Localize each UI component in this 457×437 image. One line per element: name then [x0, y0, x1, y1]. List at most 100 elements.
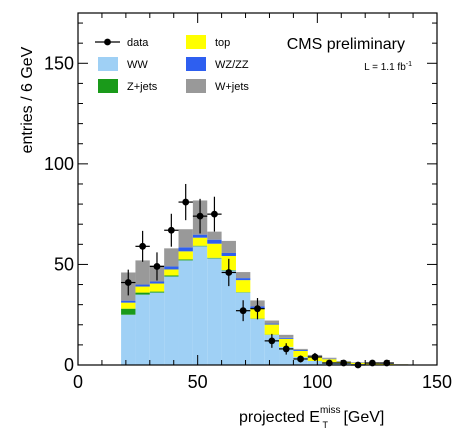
bar-w-jets: [178, 229, 193, 248]
data-point: [282, 345, 290, 353]
data-points: [121, 183, 394, 369]
legend-label-z-jets: Z+jets: [127, 81, 158, 93]
bar-w-jets: [221, 240, 236, 253]
bar-wz-zz: [135, 284, 150, 287]
data-point: [211, 210, 218, 218]
y-tick-label: 0: [64, 355, 74, 375]
data-point: [354, 361, 362, 369]
data-point: [139, 242, 147, 250]
bar-wz-zz: [192, 234, 208, 238]
bar-wz-zz: [293, 349, 308, 351]
bar-w-jets: [164, 248, 179, 267]
bar-wz-zz: [164, 266, 179, 270]
x-axis-label-subscript: T: [323, 420, 329, 430]
bar-top: [192, 237, 208, 246]
bar-top: [149, 283, 165, 292]
legend: data top WW WZ/ZZ Z+jets W+jets: [95, 35, 249, 93]
data-point: [124, 279, 132, 286]
bar-w-jets: [322, 357, 337, 359]
bar-ww: [178, 260, 193, 365]
bar-ww: [149, 292, 165, 365]
legend-label-w-jets: W+jets: [215, 81, 249, 93]
bar-z-jets: [207, 257, 222, 259]
bar-top: [164, 269, 179, 276]
legend-label-data: data: [127, 37, 149, 49]
bar-z-jets: [121, 308, 136, 315]
x-axis-label-superscript: miss: [320, 405, 341, 416]
bar-ww: [307, 360, 323, 365]
y-axis-label: entries / 6 GeV: [19, 46, 36, 153]
tick-labels: 0 50 100 150 0 50 100 150: [44, 53, 452, 392]
luminosity-label: L = 1.1 fb-1: [364, 61, 412, 73]
legend-marker-data: [104, 38, 111, 46]
bar-top: [178, 251, 193, 260]
bar-ww: [221, 270, 236, 365]
bar-ww: [207, 258, 222, 365]
data-point: [153, 263, 161, 270]
bar-w-jets: [207, 231, 222, 240]
x-tick-label: 50: [188, 372, 208, 392]
x-axis-label-suffix: [GeV]: [339, 409, 384, 426]
y-tick-label: 150: [44, 53, 74, 73]
data-point: [297, 355, 304, 363]
legend-swatch-ww: [98, 57, 118, 71]
bar-w-jets: [264, 320, 280, 324]
bar-wz-zz: [279, 337, 294, 339]
legend-label-top: top: [215, 37, 230, 49]
bar-w-jets: [235, 272, 251, 279]
data-point: [340, 359, 348, 367]
bar-wz-zz: [264, 323, 280, 325]
luminosity-text: L = 1.1 fb: [364, 62, 406, 73]
bar-z-jets: [178, 259, 193, 261]
data-point: [239, 307, 247, 315]
legend-swatch-wz-zz: [186, 57, 206, 71]
legend-label-ww: WW: [127, 59, 148, 71]
luminosity-exponent: -1: [406, 61, 412, 68]
bar-z-jets: [164, 275, 179, 277]
bar-wz-zz: [207, 239, 222, 244]
x-tick-label: 150: [422, 372, 452, 392]
legend-swatch-z-jets: [98, 79, 118, 93]
bar-wz-zz: [221, 252, 236, 256]
bar-wz-zz: [235, 278, 251, 281]
data-point: [196, 212, 204, 220]
bar-top: [293, 350, 308, 357]
data-point: [225, 269, 233, 276]
bar-top: [235, 280, 251, 293]
bar-top: [279, 338, 294, 347]
legend-swatch-top: [186, 35, 206, 49]
bar-ww: [279, 346, 294, 365]
bar-ww: [164, 276, 179, 365]
bar-z-jets: [135, 292, 150, 295]
data-point: [325, 359, 333, 367]
data-point: [167, 226, 175, 234]
legend-swatch-w-jets: [186, 79, 206, 93]
y-tick-label: 50: [54, 254, 74, 274]
x-tick-label: 100: [302, 372, 332, 392]
bar-w-jets: [279, 334, 294, 338]
bar-ww: [264, 334, 280, 365]
x-tick-label: 0: [73, 372, 83, 392]
y-tick-label: 100: [44, 154, 74, 174]
bar-ww: [192, 246, 208, 365]
x-axis-label-prefix: projected E: [239, 409, 320, 426]
legend-label-wz-zz: WZ/ZZ: [215, 59, 249, 71]
bar-top: [207, 243, 222, 258]
bar-top: [135, 286, 150, 293]
bar-ww: [250, 318, 265, 365]
data-point: [254, 305, 261, 313]
chart-title: CMS preliminary: [287, 36, 405, 53]
bar-top: [121, 302, 136, 309]
data-point: [182, 198, 190, 206]
data-point: [311, 353, 319, 361]
plot-frame: [77, 12, 438, 366]
bar-ww: [135, 294, 150, 365]
bar-w-jets: [135, 260, 150, 285]
data-point: [368, 359, 376, 367]
bar-w-jets: [293, 348, 308, 350]
bar-top: [264, 324, 280, 335]
data-point: [383, 359, 391, 367]
data-point: [268, 337, 276, 345]
bar-z-jets: [192, 245, 208, 247]
